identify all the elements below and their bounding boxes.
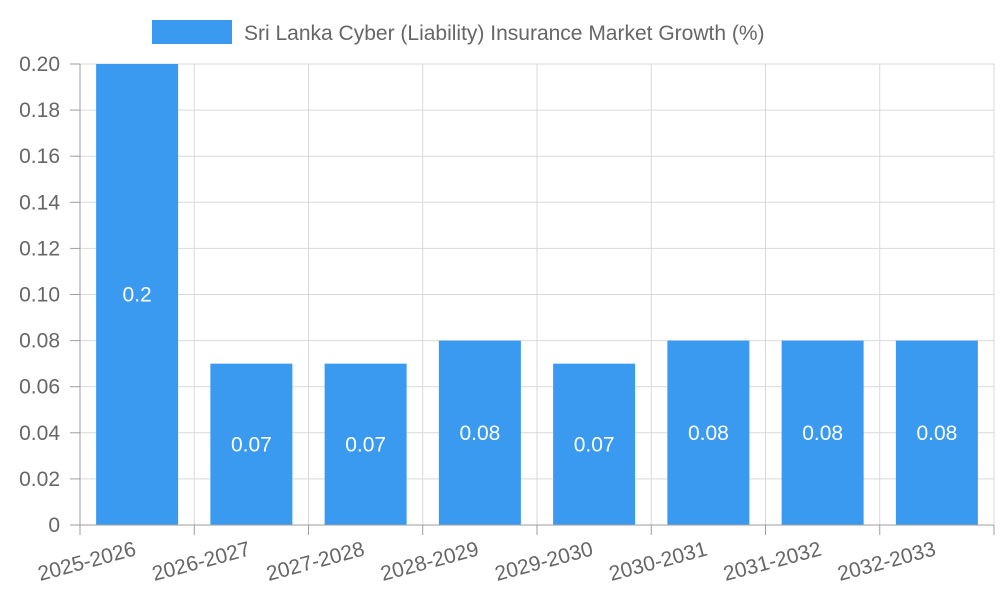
x-tick-label: 2030-2031 (607, 538, 710, 586)
y-tick-label: 0.10 (19, 284, 60, 307)
y-tick-label: 0.04 (19, 422, 60, 445)
data-label: 0.08 (802, 422, 843, 445)
data-label: 0.2 (123, 284, 152, 307)
y-tick-label: 0.16 (19, 145, 60, 168)
bars (96, 64, 978, 525)
data-label: 0.08 (459, 422, 500, 445)
y-tick-label: 0.12 (19, 237, 60, 260)
bar-2027-2028[interactable] (324, 363, 407, 525)
y-tick-label: 0.20 (19, 53, 60, 76)
bar-2025-2026[interactable] (96, 64, 179, 525)
bar-2030-2031[interactable] (667, 340, 750, 525)
bar-2026-2027[interactable] (210, 363, 293, 525)
x-tick-label: 2026-2027 (150, 538, 253, 586)
data-label: 0.07 (345, 433, 386, 456)
bar-2032-2033[interactable] (895, 340, 978, 525)
legend[interactable]: Sri Lanka Cyber (Liability) Insurance Ma… (152, 20, 765, 45)
grid (80, 63, 995, 525)
x-tick-label: 2029-2030 (492, 538, 595, 586)
x-tick-label: 2028-2029 (378, 538, 481, 586)
bar-2028-2029[interactable] (438, 340, 521, 525)
x-tick-label: 2031-2032 (721, 538, 824, 586)
data-label: 0.07 (574, 433, 615, 456)
y-tick-label: 0.14 (19, 191, 60, 214)
legend-swatch (152, 20, 232, 44)
legend-label: Sri Lanka Cyber (Liability) Insurance Ma… (244, 22, 765, 45)
bar-2029-2030[interactable] (553, 363, 636, 525)
y-tick-label: 0.02 (19, 468, 60, 491)
x-tick-label: 2027-2028 (264, 538, 367, 586)
x-tick-label: 2032-2033 (835, 538, 938, 586)
y-tick-label: 0.08 (19, 330, 60, 353)
data-label: 0.07 (231, 433, 272, 456)
y-tick-label: 0 (48, 514, 60, 537)
y-tick-label: 0.18 (19, 99, 60, 122)
bar-2031-2032[interactable] (781, 340, 864, 525)
data-label: 0.08 (688, 422, 729, 445)
x-tick-label: 2025-2026 (35, 538, 138, 586)
data-label: 0.08 (916, 422, 957, 445)
y-tick-label: 0.06 (19, 376, 60, 399)
axes (70, 63, 995, 535)
